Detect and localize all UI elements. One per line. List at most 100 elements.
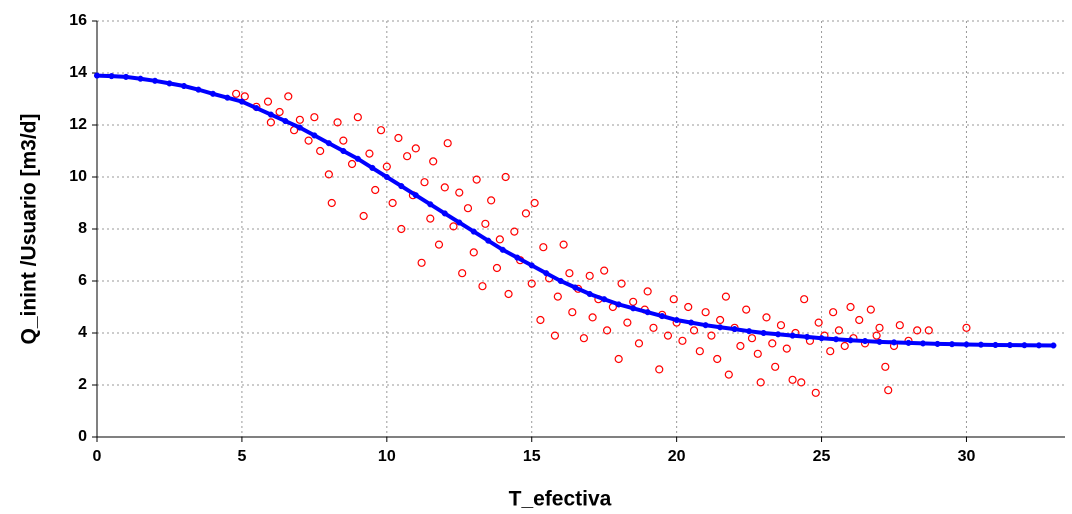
data-point <box>324 170 333 179</box>
fit-point <box>137 75 144 82</box>
fit-point <box>151 77 159 84</box>
data-point <box>295 115 304 124</box>
data-point <box>814 318 823 327</box>
data-point <box>753 349 762 358</box>
y-tick-label: 8 <box>78 220 87 237</box>
fit-point <box>267 111 274 118</box>
data-point <box>716 315 725 325</box>
data-point <box>510 227 519 236</box>
data-point <box>426 214 435 223</box>
data-point <box>411 144 420 153</box>
fit-point <box>876 338 883 345</box>
fit-point <box>890 339 898 346</box>
fit-point <box>108 73 115 80</box>
y-tick-label: 2 <box>78 376 87 393</box>
fit-point <box>499 246 506 253</box>
data-point <box>347 159 357 169</box>
fit-point <box>325 140 332 147</box>
data-point <box>232 89 241 98</box>
y-tick-label: 12 <box>69 116 87 133</box>
fit-point <box>195 86 202 93</box>
fit-point <box>1035 342 1042 349</box>
fit-point <box>122 73 130 80</box>
data-point <box>536 315 545 325</box>
data-point <box>614 354 623 364</box>
fit-point <box>775 331 782 338</box>
fit-point <box>543 270 550 277</box>
data-point <box>895 321 904 330</box>
data-point <box>829 308 838 317</box>
fit-point <box>398 183 405 190</box>
data-point <box>585 271 594 280</box>
fit-point <box>253 105 260 112</box>
fit-point <box>847 337 854 344</box>
data-point <box>429 157 438 166</box>
fit-point <box>688 319 695 326</box>
fit-point <box>340 147 347 155</box>
data-point <box>797 378 806 387</box>
x-tick-label: 30 <box>958 448 976 465</box>
data-point <box>403 152 412 161</box>
data-point <box>365 149 374 158</box>
data-point <box>463 204 473 213</box>
data-point <box>655 365 664 374</box>
data-point <box>678 336 687 345</box>
data-point <box>394 133 403 143</box>
fit-point <box>919 340 927 347</box>
data-point <box>588 313 597 322</box>
data-point <box>495 235 504 244</box>
data-point <box>397 224 406 234</box>
data-point <box>617 279 626 288</box>
data-point <box>565 269 574 278</box>
x-tick-label: 25 <box>813 448 831 465</box>
fit-point <box>861 338 869 345</box>
fit-point <box>818 335 825 342</box>
data-point <box>800 295 809 304</box>
x-tick-label: 10 <box>378 448 396 465</box>
data-point <box>550 331 560 340</box>
fit-point <box>456 219 463 226</box>
fit-point <box>93 72 101 79</box>
y-tick-label: 4 <box>78 324 87 341</box>
data-point <box>840 341 849 351</box>
data-point <box>469 248 478 257</box>
data-point <box>527 279 536 288</box>
x-tick-label: 15 <box>523 448 541 465</box>
data-point <box>736 341 745 351</box>
data-point <box>629 297 638 306</box>
fit-point <box>586 290 593 298</box>
fit-point <box>224 94 231 101</box>
fit-point <box>412 192 419 199</box>
data-point <box>310 113 319 122</box>
fit-point <box>296 124 303 131</box>
fit-point <box>934 340 941 347</box>
data-point <box>371 185 380 195</box>
data-point <box>478 282 487 291</box>
data-point <box>623 318 632 327</box>
data-point <box>866 305 875 314</box>
data-point <box>388 198 397 208</box>
data-point <box>855 315 864 325</box>
data-point <box>458 269 467 278</box>
data-point <box>826 347 835 356</box>
fit-point <box>644 309 651 316</box>
data-point <box>884 386 893 395</box>
data-point <box>263 97 273 106</box>
data-point <box>487 196 496 205</box>
fit-point <box>760 329 767 337</box>
data-point <box>530 198 539 208</box>
data-point <box>600 266 609 275</box>
fit-point <box>905 339 912 346</box>
data-point <box>434 240 444 249</box>
data-point <box>924 326 933 335</box>
data-point <box>553 292 562 301</box>
fit-line <box>96 73 1054 348</box>
data-point <box>602 326 612 335</box>
fit-point <box>992 341 999 349</box>
data-point <box>643 287 652 296</box>
fit-point <box>354 155 361 162</box>
fit-point <box>180 82 187 90</box>
data-point <box>721 292 731 301</box>
data-point <box>266 118 275 127</box>
data-point <box>492 263 502 273</box>
